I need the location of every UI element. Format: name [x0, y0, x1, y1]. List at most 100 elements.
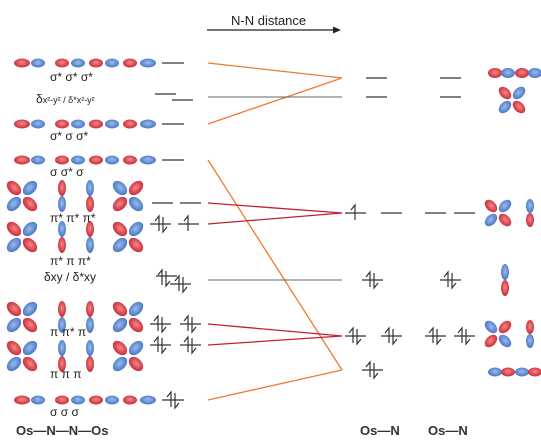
p-orbital-lobe [58, 340, 66, 356]
p-orbital-lobe [526, 213, 534, 227]
d-orbital-lobe [6, 356, 22, 372]
d-orbital-lobe [112, 221, 128, 237]
d-orbital-lobe [22, 221, 38, 237]
d-orbital-lobe [112, 317, 128, 333]
p-orbital-lobe [86, 196, 94, 212]
sigma-lobe [528, 68, 541, 78]
electron-down [161, 338, 167, 355]
d-orbital-lobe [22, 340, 38, 356]
electron-up [183, 314, 189, 331]
p-orbital-lobe [86, 180, 94, 196]
d-orbital-lobe [128, 196, 144, 212]
electron-up [157, 268, 163, 285]
sigma-lobe [501, 367, 515, 377]
electron-down [465, 329, 471, 346]
sigma-lobe [55, 119, 69, 129]
sigma-lobe [140, 119, 156, 129]
p-orbital-lobe [58, 180, 66, 196]
sigma-lobe [55, 155, 69, 165]
sigma-lobe [71, 395, 85, 405]
d-orbital-lobe [128, 356, 144, 372]
diagram-title: N-N distance [231, 13, 307, 28]
electron-down [392, 329, 398, 346]
label-pi-row9: π π π [50, 367, 82, 381]
left-orbital-pictures [6, 58, 156, 405]
label-sigma-row4: σ σ* σ [50, 165, 84, 179]
p-orbital-lobe [58, 301, 66, 317]
electron-down [191, 338, 197, 355]
electron-down [165, 271, 171, 288]
label-sigma-row3: σ* σ σ* [50, 129, 89, 143]
d-orbital-lobe [128, 340, 144, 356]
d-orbital-lobe [112, 301, 128, 317]
electron-up [174, 274, 180, 291]
p-orbital-lobe [58, 356, 66, 372]
p-orbital-lobe [58, 221, 66, 237]
bottom-label-os-n-middle: Os—N [360, 423, 400, 438]
electron-up [365, 360, 371, 377]
label-pi-star-row5: π* π* π* [50, 211, 96, 225]
electron-down [451, 273, 457, 290]
d-orbital-lobe [6, 196, 22, 212]
electron-down [182, 277, 188, 294]
sigma-lobe [14, 395, 30, 405]
electron-up [428, 326, 434, 343]
electron-up [348, 326, 354, 343]
sigma-lobe [488, 367, 502, 377]
d-orbital-lobe [22, 317, 38, 333]
d-orbital-lobe [128, 180, 144, 196]
electron-down [191, 317, 197, 334]
electron-down [436, 329, 442, 346]
p-orbital-lobe [86, 317, 94, 333]
middle-energy-levels [345, 77, 402, 371]
label-delta-xy: δxy / δ*xy [44, 270, 97, 284]
p-orbital-lobe [86, 221, 94, 237]
d-orbital-lobe [6, 221, 22, 237]
bottom-label-os-n-right: Os—N [428, 423, 468, 438]
sigma-lobe [105, 119, 119, 129]
electron-down [161, 317, 167, 334]
d-orbital-lobe [498, 86, 512, 100]
d-orbital-lobe [498, 199, 512, 213]
sigma-lobe [105, 395, 119, 405]
d-orbital-lobe [6, 340, 22, 356]
d-orbital-lobe [22, 180, 38, 196]
d-orbital-lobe [128, 317, 144, 333]
sigma-lobe [123, 395, 137, 405]
electron-arrows [153, 203, 471, 410]
correlation-lines [207, 62, 343, 401]
d-orbital-lobe [22, 196, 38, 212]
sigma-lobe [71, 155, 85, 165]
sigma-lobe [14, 58, 30, 68]
sigma-lobe [71, 58, 85, 68]
d-orbital-lobe [6, 237, 22, 253]
d-orbital-lobe [112, 237, 128, 253]
label-pi-row6: π* π π* [50, 254, 91, 268]
sigma-lobe [528, 367, 541, 377]
left-energy-levels [150, 62, 201, 401]
sigma-lobe [89, 395, 103, 405]
sigma-lobe [515, 68, 529, 78]
electron-down [162, 217, 168, 234]
sigma-lobe [140, 58, 156, 68]
d-orbital-lobe [498, 213, 512, 227]
electron-up [154, 214, 160, 231]
label-sigma-row10: σ σ σ [50, 405, 79, 419]
d-orbital-lobe [6, 317, 22, 333]
d-orbital-lobe [128, 221, 144, 237]
nn-distance-arrow [207, 26, 341, 34]
p-orbital-lobe [526, 334, 534, 348]
sigma-lobe [55, 395, 69, 405]
label-delta-symbol: δ [36, 92, 43, 106]
sigma-lobe [89, 58, 103, 68]
electron-down [373, 273, 379, 290]
p-orbital-lobe [58, 196, 66, 212]
right-energy-levels [425, 77, 475, 337]
bottom-label-os-n-n-os: Os—N—N—Os [16, 423, 109, 438]
sigma-lobe [123, 119, 137, 129]
p-orbital-lobe [86, 356, 94, 372]
electron-up [384, 326, 390, 343]
p-orbital-lobe [526, 199, 534, 213]
d-orbital-lobe [22, 301, 38, 317]
label-delta-x2y2-rest: x²-y² / δ*x²-y² [42, 95, 95, 105]
